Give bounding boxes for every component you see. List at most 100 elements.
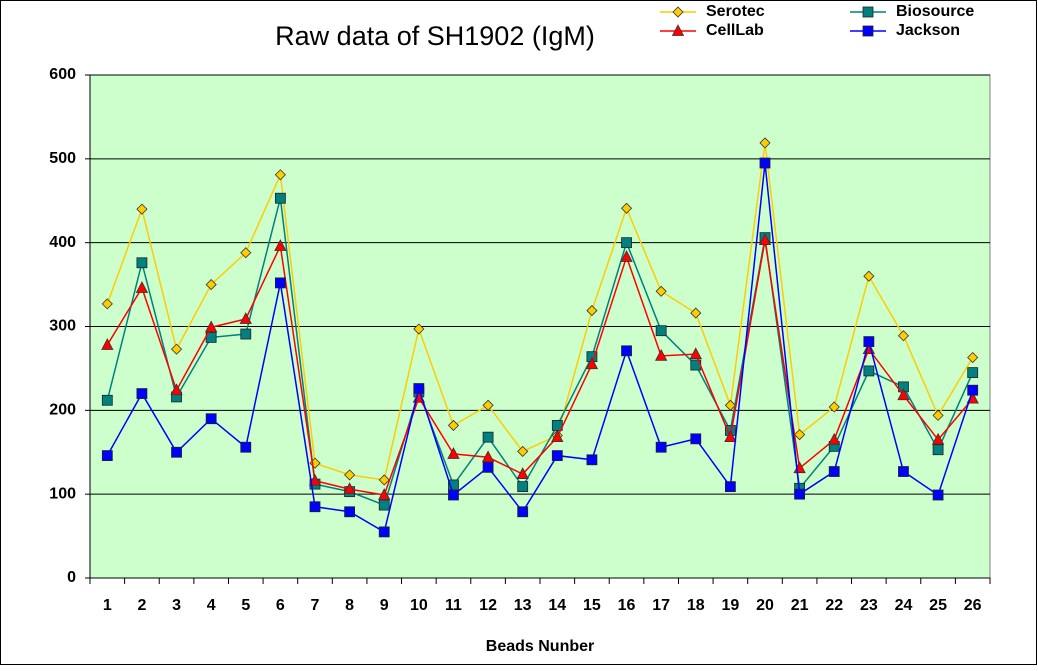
x-tick-label: 11	[445, 597, 462, 614]
marker	[482, 461, 494, 473]
marker	[551, 450, 563, 462]
x-tick-label: 19	[721, 597, 739, 614]
marker	[274, 169, 286, 181]
marker	[897, 388, 910, 401]
marker	[378, 526, 390, 538]
marker	[898, 466, 909, 477]
marker	[724, 481, 736, 493]
x-tick-label: 24	[895, 597, 913, 614]
marker	[620, 250, 633, 262]
marker	[828, 466, 840, 477]
marker	[240, 328, 252, 340]
marker	[931, 432, 945, 445]
marker	[863, 336, 875, 347]
marker	[794, 488, 806, 500]
x-tick-label: 10	[410, 597, 428, 614]
x-tick-label: 2	[137, 597, 146, 614]
marker	[517, 506, 529, 518]
x-tick-label: 18	[687, 597, 705, 614]
marker	[447, 447, 460, 459]
x-tick-label: 15	[583, 597, 601, 614]
marker	[136, 203, 148, 215]
marker	[621, 237, 632, 249]
marker	[205, 279, 217, 291]
marker	[517, 445, 529, 457]
y-tick-label: 200	[49, 402, 76, 419]
x-tick-label: 8	[345, 597, 354, 614]
marker	[170, 383, 183, 396]
x-tick-label: 13	[514, 597, 532, 614]
marker	[862, 6, 874, 18]
legend-label: Biosource	[896, 3, 974, 20]
x-tick-label: 25	[929, 597, 947, 614]
marker	[482, 399, 494, 411]
x-tick-label: 3	[172, 597, 181, 614]
marker	[690, 307, 702, 319]
marker	[413, 323, 425, 335]
marker	[690, 433, 702, 445]
legend-label: Serotec	[706, 3, 765, 20]
x-tick-label: 9	[380, 597, 389, 614]
marker	[136, 257, 148, 269]
marker	[672, 6, 684, 18]
marker	[481, 450, 495, 463]
marker	[724, 399, 736, 411]
marker	[308, 473, 322, 486]
marker	[967, 367, 979, 379]
marker	[136, 388, 148, 399]
marker	[517, 481, 529, 493]
marker	[101, 394, 113, 406]
marker	[274, 192, 286, 204]
marker	[621, 345, 632, 357]
marker	[240, 247, 252, 259]
x-axis-label: Beads Nunber	[486, 638, 594, 655]
marker	[239, 312, 252, 324]
marker	[171, 446, 182, 458]
marker	[413, 383, 425, 394]
marker	[274, 277, 286, 289]
marker	[689, 347, 702, 360]
x-tick-label: 4	[207, 597, 216, 614]
y-tick-label: 500	[49, 150, 76, 167]
x-tick-label: 5	[241, 597, 250, 614]
marker	[655, 325, 667, 337]
marker	[551, 430, 564, 443]
marker	[101, 298, 113, 310]
marker	[309, 501, 321, 513]
marker	[448, 489, 459, 501]
marker	[344, 506, 356, 518]
x-tick-label: 22	[825, 597, 843, 614]
marker	[274, 239, 287, 251]
x-tick-label: 23	[860, 597, 878, 614]
marker	[863, 270, 875, 282]
x-tick-label: 1	[103, 597, 112, 614]
marker	[343, 482, 356, 495]
y-tick-label: 300	[49, 318, 76, 335]
marker	[828, 401, 840, 413]
marker	[932, 444, 944, 456]
marker	[170, 343, 183, 355]
x-tick-label: 6	[276, 597, 285, 614]
y-tick-label: 100	[49, 485, 76, 502]
marker	[724, 430, 737, 443]
marker	[447, 419, 460, 431]
marker	[585, 357, 599, 370]
marker	[344, 469, 356, 481]
x-tick-label: 16	[618, 597, 636, 614]
marker	[378, 474, 390, 486]
series-line	[106, 162, 974, 534]
marker	[516, 467, 529, 479]
marker	[932, 489, 944, 501]
x-tick-label: 21	[791, 597, 809, 614]
marker	[204, 320, 218, 333]
marker	[655, 285, 667, 297]
y-tick-label: 400	[49, 234, 76, 251]
marker	[759, 137, 771, 149]
marker	[240, 441, 252, 453]
marker	[932, 409, 944, 421]
marker	[586, 305, 598, 317]
legend-label: Jackson	[896, 22, 960, 39]
marker	[135, 281, 149, 293]
y-tick-label: 0	[67, 569, 76, 586]
